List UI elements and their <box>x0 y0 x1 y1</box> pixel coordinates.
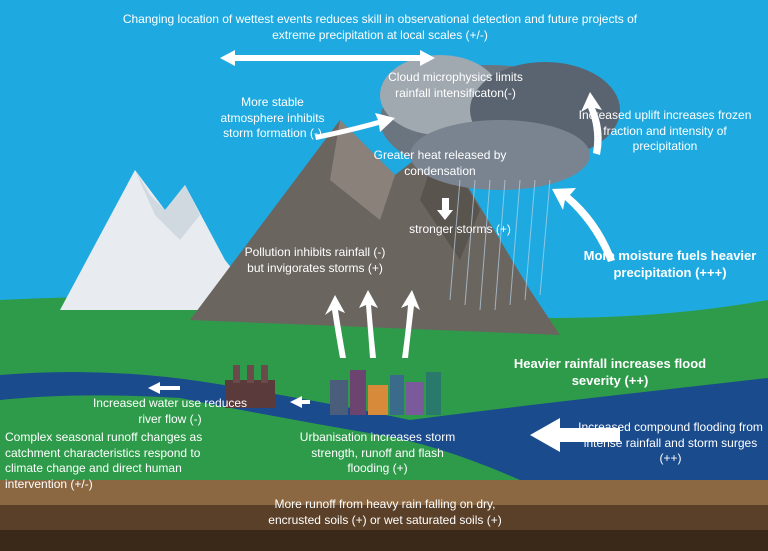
soil-bottom <box>0 530 768 551</box>
heavier-rain-label: Heavier rainfall increases flood severit… <box>510 356 710 390</box>
stronger-storms-label: stronger storms (+) <box>395 222 525 238</box>
pollution-label: Pollution inhibits rainfall (-) but invi… <box>240 245 390 276</box>
moisture-label: More moisture fuels heavier precipitatio… <box>580 248 760 282</box>
header-label: Changing location of wettest events redu… <box>110 12 650 43</box>
uplift-label: Increased uplift increases frozen fracti… <box>575 108 755 155</box>
urbanisation-label: Urbanisation increases storm strength, r… <box>295 430 460 477</box>
water-use-label: Increased water use reduces river flow (… <box>90 396 250 427</box>
condensation-label: Greater heat released by condensation <box>370 148 510 179</box>
seasonal-label: Complex seasonal runoff changes as catch… <box>5 430 235 492</box>
compound-label: Increased compound flooding from intense… <box>578 420 763 467</box>
infographic-canvas: Changing location of wettest events redu… <box>0 0 768 551</box>
atmosphere-label: More stable atmosphere inhibits storm fo… <box>210 95 335 142</box>
cloud-micro-label: Cloud microphysics limits rainfall inten… <box>388 70 523 101</box>
runoff-label: More runoff from heavy rain falling on d… <box>260 497 510 528</box>
